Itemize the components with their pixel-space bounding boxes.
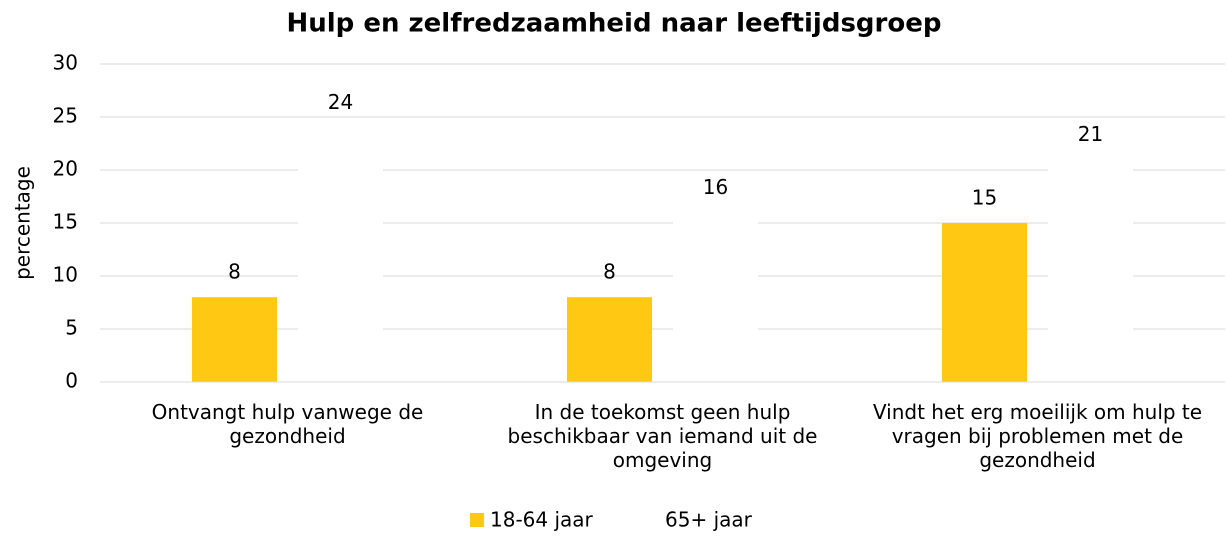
y-tick-label: 15 [53, 210, 78, 234]
legend-swatch [645, 513, 659, 527]
x-tick-label-box: Vindt het erg moeilijk om hulp te vragen… [872, 400, 1203, 472]
y-tick-label: 25 [53, 104, 78, 128]
legend-label: 65+ jaar [665, 508, 753, 532]
y-tick-label: 30 [53, 51, 78, 75]
legend-swatch [470, 513, 484, 527]
x-tick-label-box: In de toekomst geen hulp beschikbaar van… [507, 400, 818, 472]
data-label: 21 [1078, 122, 1103, 146]
chart-title: Hulp en zelfredzaamheid naar leeftijdsgr… [287, 9, 942, 39]
x-tick-label: Vindt het erg moeilijk om hulp te vragen… [872, 400, 1203, 472]
y-tick-label: 0 [65, 369, 78, 393]
bar [1048, 159, 1133, 382]
data-label: 16 [703, 175, 728, 199]
bar [567, 297, 652, 382]
y-tick-label: 20 [53, 157, 78, 181]
data-label: 8 [603, 260, 616, 284]
bar [298, 127, 383, 382]
data-label: 8 [228, 260, 241, 284]
data-label: 15 [972, 186, 997, 210]
bar [192, 297, 277, 382]
legend-label: 18-64 jaar [490, 508, 594, 532]
x-tick-label: In de toekomst geen hulp beschikbaar van… [507, 400, 818, 472]
data-label: 24 [328, 90, 353, 114]
bar [673, 212, 758, 382]
y-tick-label: 5 [65, 316, 78, 340]
x-tick-label-box: Ontvangt hulp vanwege de gezondheid [151, 400, 424, 448]
bar [942, 223, 1027, 382]
y-axis-label: percentage [11, 166, 35, 280]
x-tick-label: Ontvangt hulp vanwege de gezondheid [151, 400, 424, 448]
y-tick-label: 10 [53, 263, 78, 287]
